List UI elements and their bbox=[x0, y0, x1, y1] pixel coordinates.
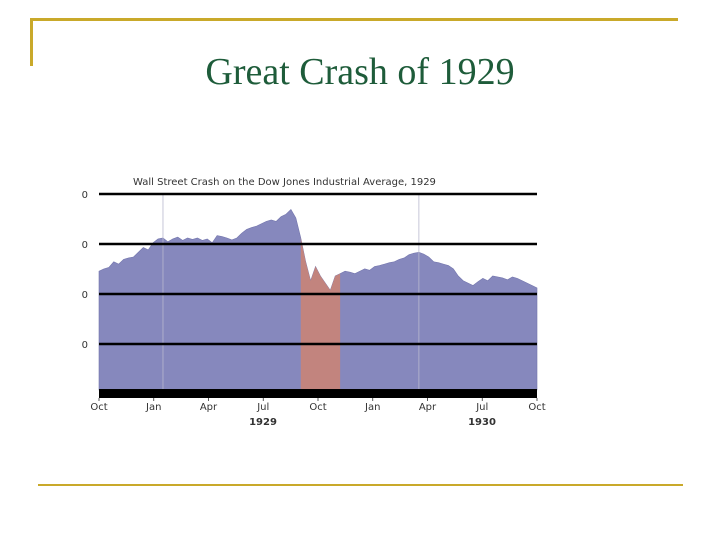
chart-title: Wall Street Crash on the Dow Jones Indus… bbox=[133, 177, 436, 188]
x-tick-label: Jan bbox=[364, 402, 380, 413]
x-axis-band bbox=[99, 389, 537, 398]
x-tick-label: Oct bbox=[528, 402, 545, 413]
x-tick-label: Oct bbox=[309, 402, 326, 413]
top-horizontal-rule bbox=[30, 18, 678, 21]
dow-jones-chart: Wall Street Crash on the Dow Jones Indus… bbox=[82, 177, 546, 428]
x-tick-label: Apr bbox=[419, 402, 437, 413]
y-tick-label: 0 bbox=[82, 240, 88, 251]
x-tick-label: Jul bbox=[256, 402, 269, 413]
y-tick-label: 0 bbox=[82, 340, 88, 351]
bottom-horizontal-rule bbox=[38, 484, 683, 486]
year-label-1929: 1929 bbox=[249, 417, 277, 428]
year-label-1930: 1930 bbox=[468, 417, 496, 428]
x-tick-label: Apr bbox=[200, 402, 218, 413]
plot-area: 0 0 0 0 bbox=[82, 190, 538, 398]
slide-title: Great Crash of 1929 bbox=[205, 51, 515, 93]
crash-period-highlight bbox=[300, 237, 341, 390]
x-tick-label: Jul bbox=[475, 402, 488, 413]
x-tick-label: Oct bbox=[90, 402, 107, 413]
x-axis: Oct Jan Apr Jul Oct Jan Apr Jul Oct 1929 1930 bbox=[90, 398, 546, 428]
x-tick-label: Jan bbox=[145, 402, 161, 413]
y-tick-label: 0 bbox=[82, 290, 88, 301]
y-tick-label: 0 bbox=[82, 190, 88, 201]
top-left-vertical-rule bbox=[30, 18, 33, 66]
